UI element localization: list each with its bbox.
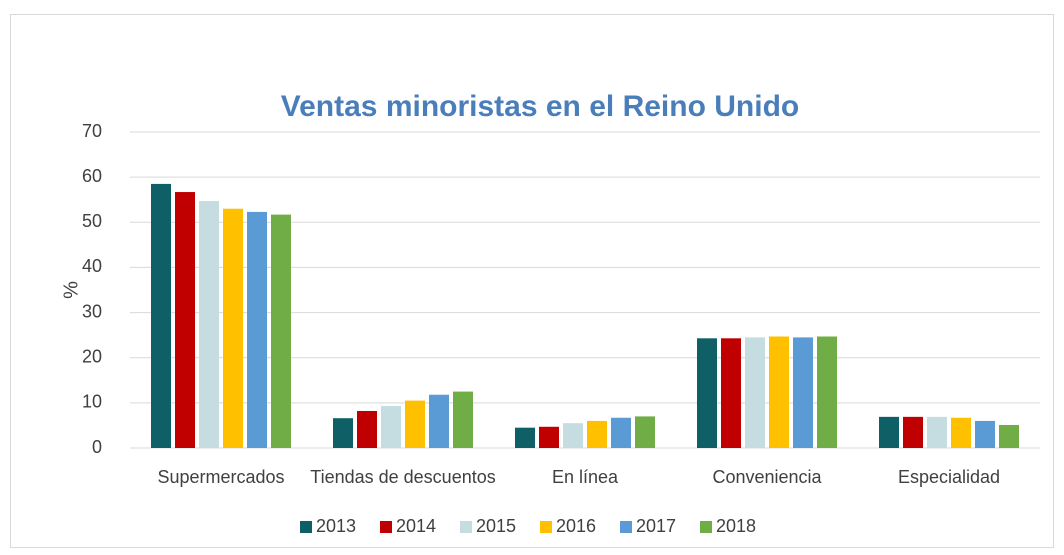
bar [539, 426, 559, 448]
legend-swatch [700, 521, 712, 533]
x-tick-label: Supermercados [157, 467, 284, 487]
bar [453, 391, 473, 448]
bar [515, 427, 535, 448]
chart-title: Ventas minoristas en el Reino Unido [281, 90, 799, 123]
bar [975, 420, 995, 448]
legend-swatch [620, 521, 632, 533]
bar [247, 211, 267, 448]
bar [999, 424, 1019, 448]
bar [175, 192, 195, 448]
bar [151, 183, 171, 448]
bar [271, 214, 291, 448]
legend-label: 2017 [636, 516, 676, 536]
y-tick-label: 50 [82, 211, 102, 231]
bar [951, 417, 971, 448]
y-tick-label: 60 [82, 166, 102, 186]
y-tick-label: 20 [82, 346, 102, 366]
x-tick-label: Especialidad [898, 467, 1000, 487]
bar [357, 410, 377, 448]
bar [793, 337, 813, 448]
bar [199, 201, 219, 448]
legend-swatch [540, 521, 552, 533]
bar [903, 416, 923, 448]
legend-label: 2014 [396, 516, 436, 536]
y-tick-label: 40 [82, 256, 102, 276]
bar [429, 394, 449, 448]
x-tick-label: Tiendas de descuentos [310, 467, 495, 487]
y-tick-label: 30 [82, 301, 102, 321]
bar [587, 420, 607, 448]
y-axis-label: % [60, 281, 82, 299]
bar [611, 417, 631, 448]
y-tick-label: 0 [92, 437, 102, 457]
bar [745, 337, 765, 448]
bar [697, 338, 717, 448]
bar [927, 416, 947, 448]
bar [563, 423, 583, 448]
bar [405, 400, 425, 448]
legend-swatch [380, 521, 392, 533]
bar [879, 416, 899, 448]
legend-label: 2018 [716, 516, 756, 536]
x-tick-label: En línea [552, 467, 619, 487]
legend-swatch [460, 521, 472, 533]
bar [817, 336, 837, 448]
bar [635, 416, 655, 448]
legend-label: 2016 [556, 516, 596, 536]
bar [721, 338, 741, 448]
x-tick-label: Conveniencia [712, 467, 822, 487]
bar [333, 418, 353, 448]
bar [769, 336, 789, 448]
legend-label: 2015 [476, 516, 516, 536]
y-tick-label: 70 [82, 121, 102, 141]
legend-swatch [300, 521, 312, 533]
y-tick-label: 10 [82, 392, 102, 412]
bar [381, 406, 401, 448]
bar [223, 208, 243, 448]
legend-label: 2013 [316, 516, 356, 536]
